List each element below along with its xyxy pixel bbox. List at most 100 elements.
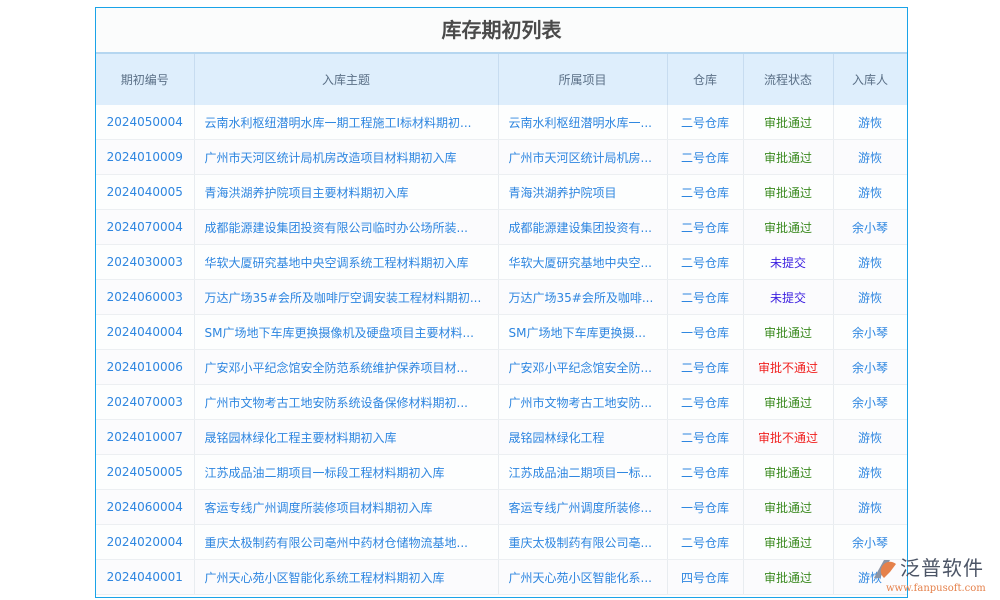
cell-subject[interactable]: 重庆太极制药有限公司亳州中药材仓储物流基地...: [194, 524, 499, 560]
cell-status: 审批通过: [743, 139, 834, 175]
cell-id[interactable]: 2024010009: [96, 139, 195, 175]
cell-subject[interactable]: 成都能源建设集团投资有限公司临时办公场所装...: [194, 209, 499, 245]
cell-id[interactable]: 2024070003: [96, 384, 195, 420]
cell-id[interactable]: 2024060003: [96, 279, 195, 315]
cell-project[interactable]: 客运专线广州调度所装修...: [498, 489, 668, 525]
cell-person: 余小琴: [833, 349, 907, 385]
cell-status: 审批通过: [743, 524, 834, 560]
column-header-person[interactable]: 入库人: [833, 54, 907, 105]
table-row[interactable]: 2024060003 万达广场35#会所及咖啡厅空调安装工程材料期初... 万达广场…: [96, 279, 907, 315]
cell-subject[interactable]: 青海洪湖养护院项目主要材料期初入库: [194, 174, 499, 210]
cell-id[interactable]: 2024030003: [96, 244, 195, 280]
table-row[interactable]: 2024020004 重庆太极制药有限公司亳州中药材仓储物流基地... 重庆太极制药…: [96, 524, 907, 560]
inventory-opening-list-panel: 库存期初列表 期初编号 入库主题 所属项目 仓库 流程状态 入库人 202405…: [95, 7, 908, 598]
cell-project[interactable]: 华软大厦研究基地中央空...: [498, 244, 668, 280]
cell-project[interactable]: 广州市文物考古工地安防...: [498, 384, 668, 420]
cell-status: 审批不通过: [743, 349, 834, 385]
table-row[interactable]: 2024010009 广州市天河区统计局机房改造项目材料期初入库 广州市天河区统计局…: [96, 139, 907, 175]
cell-person: 游恢: [833, 279, 907, 315]
cell-status: 未提交: [743, 244, 834, 280]
cell-id[interactable]: 2024010007: [96, 419, 195, 455]
cell-id[interactable]: 2024040005: [96, 174, 195, 210]
cell-status: 审批通过: [743, 105, 834, 140]
cell-subject[interactable]: 广州天心苑小区智能化系统工程材料期初入库: [194, 559, 499, 595]
cell-id[interactable]: 2024020004: [96, 524, 195, 560]
cell-person: 游恢: [833, 559, 907, 595]
cell-status: 审批通过: [743, 454, 834, 490]
cell-subject[interactable]: 华软大厦研究基地中央空调系统工程材料期初入库: [194, 244, 499, 280]
cell-id[interactable]: 2024050004: [96, 105, 195, 140]
table-row[interactable]: 2024060004 客运专线广州调度所装修项目材料期初入库 客运专线广州调度所装修…: [96, 489, 907, 525]
cell-warehouse: 二号仓库: [667, 209, 744, 245]
cell-subject[interactable]: 晟铭园林绿化工程主要材料期初入库: [194, 419, 499, 455]
cell-id[interactable]: 2024010006: [96, 349, 195, 385]
table-row[interactable]: 2024010007 晟铭园林绿化工程主要材料期初入库 晟铭园林绿化工程 二号仓库 审批…: [96, 419, 907, 455]
cell-warehouse: 二号仓库: [667, 524, 744, 560]
cell-subject[interactable]: 广州市天河区统计局机房改造项目材料期初入库: [194, 139, 499, 175]
table-row[interactable]: 2024010006 广安邓小平纪念馆安全防范系统维护保养项目材... 广安邓小平纪…: [96, 349, 907, 385]
table-row[interactable]: 2024030003 华软大厦研究基地中央空调系统工程材料期初入库 华软大厦研究基地…: [96, 244, 907, 280]
cell-person: 游恢: [833, 419, 907, 455]
cell-warehouse: 二号仓库: [667, 454, 744, 490]
cell-project[interactable]: 广州市天河区统计局机房...: [498, 139, 668, 175]
cell-status: 审批通过: [743, 314, 834, 350]
cell-person: 游恢: [833, 244, 907, 280]
cell-project[interactable]: 广安邓小平纪念馆安全防...: [498, 349, 668, 385]
cell-status: 审批通过: [743, 209, 834, 245]
cell-id[interactable]: 2024050005: [96, 454, 195, 490]
table-row[interactable]: 2024040004 SM广场地下车库更换摄像机及硬盘项目主要材料... SM广场地…: [96, 314, 907, 350]
cell-warehouse: 二号仓库: [667, 384, 744, 420]
column-header-warehouse[interactable]: 仓库: [667, 54, 744, 105]
cell-project[interactable]: 万达广场35#会所及咖啡...: [498, 279, 668, 315]
watermark-url: www.fanpusoft.com: [886, 583, 986, 594]
table-row[interactable]: 2024040005 青海洪湖养护院项目主要材料期初入库 青海洪湖养护院项目 二号仓库…: [96, 174, 907, 210]
fanpusoft-watermark-logo: 泛普软件 www.fanpusoft.com: [870, 552, 1000, 598]
cell-subject[interactable]: 江苏成品油二期项目一标段工程材料期初入库: [194, 454, 499, 490]
cell-warehouse: 一号仓库: [667, 314, 744, 350]
cell-project[interactable]: 重庆太极制药有限公司亳...: [498, 524, 668, 560]
column-header-subject[interactable]: 入库主题: [194, 54, 499, 105]
cell-project[interactable]: 广州天心苑小区智能化系...: [498, 559, 668, 595]
cell-subject[interactable]: 云南水利枢纽潜明水库一期工程施工I标材料期初...: [194, 105, 499, 140]
table-row[interactable]: 2024050005 江苏成品油二期项目一标段工程材料期初入库 江苏成品油二期项目一…: [96, 454, 907, 490]
cell-project[interactable]: SM广场地下车库更换摄...: [498, 314, 668, 350]
cell-id[interactable]: 2024040001: [96, 559, 195, 595]
watermark-name: 泛普软件: [900, 556, 984, 580]
cell-person: 游恢: [833, 454, 907, 490]
cell-subject[interactable]: 广安邓小平纪念馆安全防范系统维护保养项目材...: [194, 349, 499, 385]
cell-warehouse: 二号仓库: [667, 105, 744, 140]
cell-status: 审批通过: [743, 174, 834, 210]
cell-person: 余小琴: [833, 314, 907, 350]
cell-status: 审批不通过: [743, 419, 834, 455]
table-row[interactable]: 2024070004 成都能源建设集团投资有限公司临时办公场所装... 成都能源建设…: [96, 209, 907, 245]
cell-person: 游恢: [833, 489, 907, 525]
cell-warehouse: 二号仓库: [667, 419, 744, 455]
cell-project[interactable]: 青海洪湖养护院项目: [498, 174, 668, 210]
cell-warehouse: 二号仓库: [667, 174, 744, 210]
cell-id[interactable]: 2024040004: [96, 314, 195, 350]
cell-warehouse: 二号仓库: [667, 139, 744, 175]
cell-subject[interactable]: SM广场地下车库更换摄像机及硬盘项目主要材料...: [194, 314, 499, 350]
cell-project[interactable]: 云南水利枢纽潜明水库一...: [498, 105, 668, 140]
cell-warehouse: 二号仓库: [667, 244, 744, 280]
cell-subject[interactable]: 客运专线广州调度所装修项目材料期初入库: [194, 489, 499, 525]
table-row[interactable]: 2024050004 云南水利枢纽潜明水库一期工程施工I标材料期初... 云南水利枢…: [96, 105, 907, 140]
inventory-table: 期初编号 入库主题 所属项目 仓库 流程状态 入库人 2024050004 云南水…: [96, 54, 907, 595]
cell-status: 未提交: [743, 279, 834, 315]
cell-project[interactable]: 晟铭园林绿化工程: [498, 419, 668, 455]
cell-id[interactable]: 2024070004: [96, 209, 195, 245]
column-header-id[interactable]: 期初编号: [96, 54, 195, 105]
cell-subject[interactable]: 万达广场35#会所及咖啡厅空调安装工程材料期初...: [194, 279, 499, 315]
cell-subject[interactable]: 广州市文物考古工地安防系统设备保修材料期初...: [194, 384, 499, 420]
table-row[interactable]: 2024040001 广州天心苑小区智能化系统工程材料期初入库 广州天心苑小区智能化…: [96, 559, 907, 595]
column-header-status[interactable]: 流程状态: [743, 54, 834, 105]
cell-project[interactable]: 江苏成品油二期项目一标...: [498, 454, 668, 490]
cell-warehouse: 一号仓库: [667, 489, 744, 525]
cell-project[interactable]: 成都能源建设集团投资有...: [498, 209, 668, 245]
logo-icon: [874, 560, 896, 578]
table-row[interactable]: 2024070003 广州市文物考古工地安防系统设备保修材料期初... 广州市文物考…: [96, 384, 907, 420]
cell-person: 余小琴: [833, 524, 907, 560]
cell-status: 审批通过: [743, 384, 834, 420]
cell-id[interactable]: 2024060004: [96, 489, 195, 525]
column-header-project[interactable]: 所属项目: [498, 54, 668, 105]
